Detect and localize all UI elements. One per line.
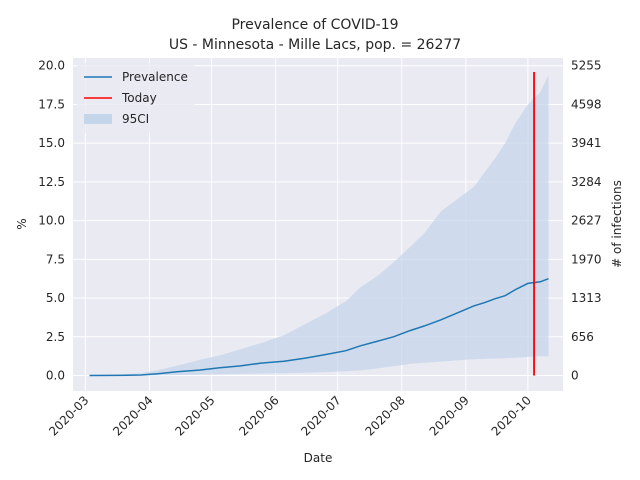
chart-subtitle: US - Minnesota - Mille Lacs, pop. = 2627…	[169, 37, 461, 53]
y2-tick-label: 4598	[571, 97, 602, 111]
x-tick-label: 2020-08	[363, 393, 408, 438]
legend-ci-swatch	[84, 114, 112, 124]
y2-axis-label: # of infections	[610, 180, 624, 268]
y-tick-label: 2.5	[46, 330, 65, 344]
y2-axis-ticks: 0 656 1313 1970 2627 3284 3941 4598 5255	[571, 59, 602, 383]
y-axis-label: %	[15, 218, 29, 229]
y2-tick-label: 656	[571, 330, 594, 344]
y2-tick-label: 3941	[571, 136, 602, 150]
chart-title: Prevalence of COVID-19	[231, 17, 398, 33]
x-tick-label: 2020-07	[298, 393, 343, 438]
x-tick-label: 2020-06	[236, 393, 281, 438]
ci-band	[89, 75, 549, 376]
y2-tick-label: 0	[571, 369, 579, 383]
x-tick-label: 2020-10	[489, 393, 534, 438]
y2-tick-label: 5255	[571, 59, 602, 73]
y-tick-label: 12.5	[38, 175, 65, 189]
y2-tick-label: 2627	[571, 214, 602, 228]
y-tick-label: 20.0	[38, 59, 65, 73]
legend-today-label: Today	[121, 91, 157, 105]
x-tick-label: 2020-04	[110, 393, 155, 438]
y2-tick-label: 1313	[571, 291, 602, 305]
y2-tick-label: 3284	[571, 175, 602, 189]
legend-ci-label: 95CI	[122, 112, 149, 126]
y-tick-label: 7.5	[46, 252, 65, 266]
y-tick-label: 10.0	[38, 214, 65, 228]
y2-tick-label: 1970	[571, 252, 602, 266]
y-tick-label: 17.5	[38, 97, 65, 111]
prevalence-line	[89, 277, 549, 377]
x-axis-ticks: 2020-03 2020-04 2020-05 2020-06 2020-07 2020-…	[46, 393, 534, 438]
y-tick-label: 15.0	[38, 136, 65, 150]
y-tick-label: 0.0	[46, 369, 65, 383]
y-axis-ticks: 0.0 2.5 5.0 7.5 10.0 12.5 15.0 17.5 20.0	[38, 59, 65, 383]
legend-prevalence-label: Prevalence	[122, 70, 188, 84]
x-tick-label: 2020-05	[172, 393, 217, 438]
legend: Prevalence Today 95CI	[77, 63, 195, 133]
x-tick-label: 2020-03	[46, 393, 91, 438]
x-axis-label: Date	[304, 451, 333, 465]
x-tick-label: 2020-09	[427, 393, 472, 438]
y-tick-label: 5.0	[46, 291, 65, 305]
